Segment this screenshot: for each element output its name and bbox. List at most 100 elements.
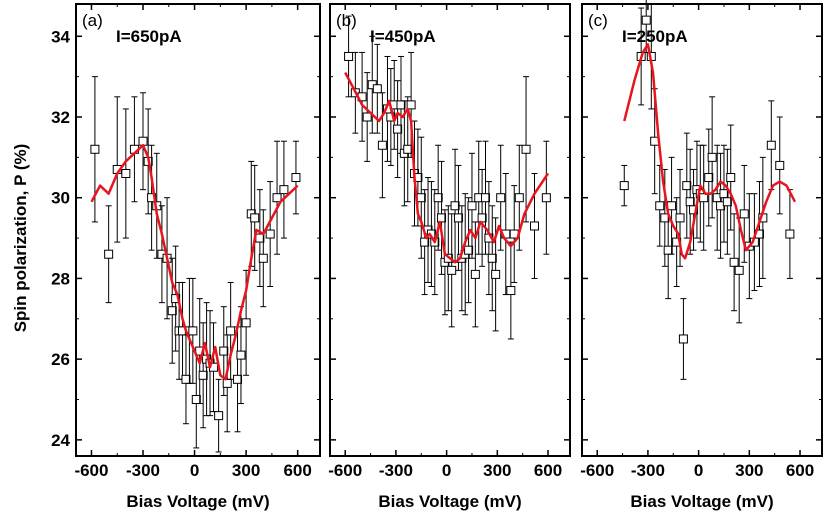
panel-label: (a) xyxy=(82,11,103,30)
data-point xyxy=(372,84,382,94)
data-point xyxy=(530,221,540,231)
x-axis-title: Bias Voltage (mV) xyxy=(126,492,269,511)
data-point xyxy=(171,294,181,304)
data-point xyxy=(487,253,497,263)
panels: -600 -300 0 300 600 24 26 28 30 32 34 Bias Voltage … xyxy=(51,0,823,511)
data-point xyxy=(470,269,480,279)
data-point xyxy=(514,193,524,203)
x-axis-title: Bias Voltage (mV) xyxy=(378,492,521,511)
data-point xyxy=(396,100,406,110)
data-point xyxy=(521,144,531,154)
x-tick-label: 0 xyxy=(694,461,703,480)
data-point xyxy=(279,185,289,195)
x-tick-label: 300 xyxy=(735,461,763,480)
data-point xyxy=(344,51,354,61)
panel-label: (b) xyxy=(336,11,357,30)
data-point xyxy=(464,245,474,255)
data-point xyxy=(682,181,692,191)
data-point xyxy=(491,269,501,279)
data-point xyxy=(167,306,177,316)
data-point xyxy=(198,370,208,380)
data-point xyxy=(90,144,100,154)
y-tick-label: 28 xyxy=(51,269,70,288)
data-point xyxy=(480,193,490,203)
data-point xyxy=(785,229,795,239)
data-point xyxy=(467,201,477,211)
data-point xyxy=(188,326,198,336)
data-point xyxy=(265,229,275,239)
data-point xyxy=(241,318,251,328)
x-tick-label: -600 xyxy=(74,461,108,480)
data-point xyxy=(362,112,372,122)
data-point xyxy=(496,193,506,203)
data-point xyxy=(704,173,714,183)
data-point xyxy=(739,209,749,219)
x-tick-label: 300 xyxy=(483,461,511,480)
y-tick-label: 34 xyxy=(51,27,70,46)
data-point xyxy=(734,265,744,275)
data-point xyxy=(104,249,114,259)
x-tick-label: -600 xyxy=(328,461,362,480)
data-point xyxy=(403,144,413,154)
y-tick-label: 32 xyxy=(51,108,70,127)
data-point xyxy=(722,197,732,207)
data-point xyxy=(766,140,776,150)
fit-line xyxy=(344,72,550,264)
chart-panel-3: -600 -300 0 300 600 Bias Voltage (mV) (c) I=250… xyxy=(580,0,823,511)
data-point xyxy=(719,189,729,199)
x-tick-label: 600 xyxy=(534,461,562,480)
x-tick-label: -600 xyxy=(580,461,614,480)
y-axis-title: Spin polarization, P (%) xyxy=(11,144,30,333)
data-point xyxy=(667,201,677,211)
y-tick-label: 30 xyxy=(51,189,70,208)
plot-frame xyxy=(75,3,321,457)
x-tick-label: 0 xyxy=(442,461,451,480)
data-point xyxy=(377,140,387,150)
plot-frame xyxy=(581,3,823,457)
data-point xyxy=(258,253,268,263)
data-point xyxy=(181,374,191,384)
data-point xyxy=(250,213,260,223)
data-point xyxy=(393,124,403,134)
data-point xyxy=(689,205,699,215)
data-point xyxy=(447,265,457,275)
x-tick-label: 600 xyxy=(283,461,311,480)
data-point xyxy=(222,378,232,388)
data-point xyxy=(775,160,785,170)
data-point xyxy=(255,233,265,243)
data-point xyxy=(541,193,551,203)
data-point xyxy=(433,193,443,203)
x-tick-label: 300 xyxy=(232,461,260,480)
data-point xyxy=(236,350,246,360)
x-tick-label: -300 xyxy=(379,461,413,480)
x-tick-label: 600 xyxy=(786,461,814,480)
data-point xyxy=(450,201,460,211)
x-tick-label: -300 xyxy=(631,461,665,480)
data-point xyxy=(121,169,131,178)
fit-line xyxy=(623,43,797,260)
data-point xyxy=(641,15,651,25)
data-point xyxy=(226,326,236,336)
current-annotation: I=450pA xyxy=(370,27,436,46)
data-point xyxy=(233,374,243,384)
fit-line xyxy=(90,143,299,381)
data-point xyxy=(729,257,739,267)
panel-label: (c) xyxy=(588,11,608,30)
data-point xyxy=(506,286,516,296)
plot-frame xyxy=(329,3,571,457)
data-point xyxy=(291,173,301,183)
data-point xyxy=(416,193,426,203)
data-point xyxy=(420,237,430,247)
chart-panel-2: -600 -300 0 300 600 Bias Voltage (mV) (b) I=450… xyxy=(328,3,571,511)
x-tick-label: 0 xyxy=(190,461,199,480)
data-point xyxy=(477,213,487,223)
data-point xyxy=(699,193,709,203)
data-point xyxy=(655,201,665,211)
data-point xyxy=(453,213,463,223)
chart-panel-1: -600 -300 0 300 600 24 26 28 30 32 34 Bias Voltage … xyxy=(51,3,321,511)
y-tick-label: 26 xyxy=(51,350,70,369)
data-point xyxy=(406,100,416,110)
data-point xyxy=(726,173,736,183)
data-point xyxy=(272,193,282,203)
